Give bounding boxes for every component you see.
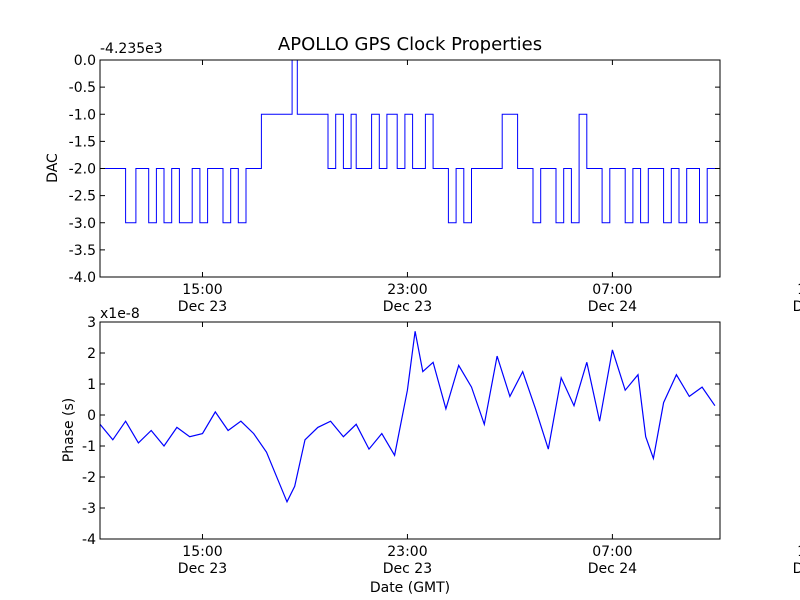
dac-series-path-0 [100, 59, 720, 224]
phase-x-axis-label: Date (GMT) [370, 580, 450, 596]
phase-y-tick-label: -2 [82, 470, 96, 486]
dac-y-tick-label: -0.5 [69, 80, 96, 96]
phase-x-tick-time-label: 15:00 [182, 544, 222, 560]
dac-y-tick-label: -3.0 [69, 216, 96, 232]
phase-y-tick-label: -4 [82, 532, 96, 548]
phase-y-tick-label: 1 [87, 377, 96, 393]
dac-y-tick-label: 0.0 [74, 53, 96, 69]
dac-x-tick-time-label: 07:00 [592, 282, 632, 298]
dac-series-line [100, 59, 720, 224]
dac-y-tick-label: -4.0 [69, 270, 96, 286]
phase-x-tick-time-label: 15:00 [797, 544, 800, 560]
dac-x-tick-time-label: 15:00 [182, 282, 222, 298]
dac-x-tick-time-label: 23:00 [387, 282, 427, 298]
dac-y-tick-label: -2.0 [69, 162, 96, 178]
phase-y-tick-label: 2 [87, 346, 96, 362]
chart-title: APOLLO GPS Clock Properties [278, 34, 542, 55]
dac-y-ticks: 0.0 -0.5 -1.0 -1.5 -2.0 -2.5 -3.0 -3.5 -4.0 [69, 53, 720, 286]
dac-y-tick-label: -3.5 [69, 243, 96, 259]
dac-x-tick-date-label: Dec 23 [383, 299, 432, 315]
phase-y-axis-label: Phase (s) [61, 398, 77, 462]
phase-series-line [99, 331, 716, 504]
dac-x-tick-date-label: Dec 24 [793, 299, 800, 315]
phase-x-tick-date-label: Dec 24 [793, 561, 800, 577]
phase-series-path-0 [99, 331, 716, 504]
dac-x-tick-date-label: Dec 24 [588, 299, 637, 315]
phase-y-ticks: 3 2 1 0 -1 -2 -3 -4 [82, 315, 720, 548]
phase-x-tick-time-label: 23:00 [387, 544, 427, 560]
phase-offset-label: x1e-8 [100, 306, 140, 322]
phase-y-tick-label: -3 [82, 501, 96, 517]
dac-chart: APOLLO GPS Clock Properties -4.235e3 0.0… [45, 34, 800, 315]
phase-x-tick-date-label: Dec 24 [588, 561, 637, 577]
dac-y-tick-label: -1.0 [69, 107, 96, 123]
phase-plot-frame [99, 321, 721, 540]
phase-x-tick-time-label: 07:00 [592, 544, 632, 560]
dac-y-tick-label: -1.5 [69, 134, 96, 150]
phase-y-tick-label: 3 [87, 315, 96, 331]
phase-x-tick-date-label: Dec 23 [178, 561, 227, 577]
dac-x-tick-time-label: 15:00 [797, 282, 800, 298]
dac-offset-label: -4.235e3 [100, 41, 163, 57]
dac-y-axis-label: DAC [45, 153, 61, 183]
dac-x-tick-date-label: Dec 23 [178, 299, 227, 315]
phase-y-tick-label: 0 [87, 408, 96, 424]
phase-x-tick-date-label: Dec 23 [383, 561, 432, 577]
phase-y-tick-label: -1 [82, 439, 96, 455]
dac-y-tick-label: -2.5 [69, 189, 96, 205]
